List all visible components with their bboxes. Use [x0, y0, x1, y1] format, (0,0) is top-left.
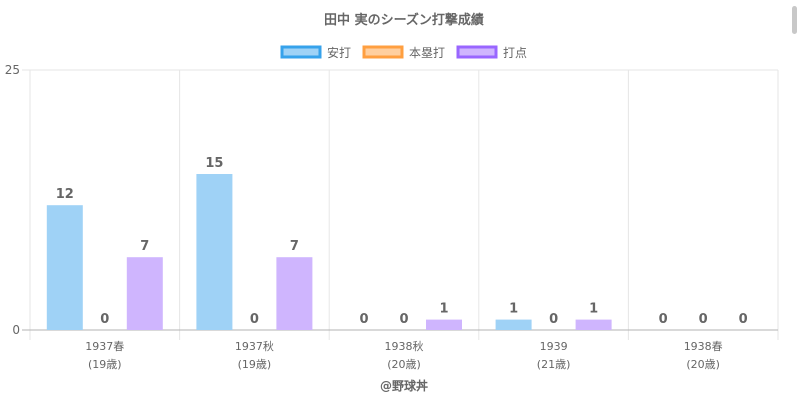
data-label: 1	[509, 302, 518, 317]
x-tick-label: 1938春	[684, 340, 723, 353]
data-label: 7	[140, 239, 149, 254]
x-tick-label: 1939	[540, 340, 568, 353]
x-tick-label: 1938秋	[385, 339, 424, 353]
data-label: 7	[290, 239, 299, 254]
data-label: 0	[250, 312, 259, 327]
data-label: 0	[399, 312, 408, 327]
data-label: 0	[100, 312, 109, 327]
legend-swatch	[456, 45, 498, 59]
legend-label: 本塁打	[409, 46, 445, 60]
data-label: 1	[439, 302, 448, 317]
legend-label: 打点	[503, 46, 527, 60]
scrollbar[interactable]	[792, 6, 797, 34]
chart-title: 田中 実のシーズン打撃成績	[324, 12, 484, 28]
data-label: 1	[589, 302, 598, 317]
y-tick-label: 0	[12, 323, 20, 337]
legend-swatch	[280, 45, 322, 59]
bars	[46, 174, 612, 330]
x-tick-label: (19歳)	[238, 358, 272, 371]
bar	[196, 174, 233, 330]
bar	[426, 319, 462, 330]
y-tick-label: 25	[5, 63, 20, 77]
data-label: 0	[699, 312, 708, 327]
legend-swatch	[362, 45, 404, 59]
bar	[575, 319, 612, 330]
bar	[495, 319, 532, 330]
x-tick-label: 1937春	[85, 340, 124, 353]
x-axis: 1937春 (19歳) 1937秋 (19歳) 1938秋 (20歳) 1939 (21歳) 1…	[85, 339, 722, 371]
x-tick-label: (19歳)	[88, 358, 122, 371]
x-tick-label: 1937秋	[235, 339, 274, 353]
x-tick-label: (21歳)	[537, 358, 571, 371]
bar	[276, 257, 313, 330]
bar	[126, 257, 163, 330]
bar	[46, 205, 83, 330]
data-label: 0	[659, 312, 668, 327]
legend: 安打 本塁打 打点	[280, 45, 527, 60]
data-label: 15	[205, 156, 223, 171]
legend-label: 安打	[327, 45, 351, 60]
data-label: 0	[359, 312, 368, 327]
y-axis: 0 25	[5, 63, 20, 337]
data-label: 0	[549, 312, 558, 327]
x-tick-label: (20歳)	[686, 358, 720, 371]
x-tick-label: (20歳)	[387, 358, 421, 371]
data-labels: 12 0 7 15 0 7 0 0 1 1 0 1 0 0 0	[56, 156, 748, 327]
data-label: 0	[739, 312, 748, 327]
data-label: 12	[56, 187, 74, 202]
source-label: @野球丼	[380, 378, 428, 393]
